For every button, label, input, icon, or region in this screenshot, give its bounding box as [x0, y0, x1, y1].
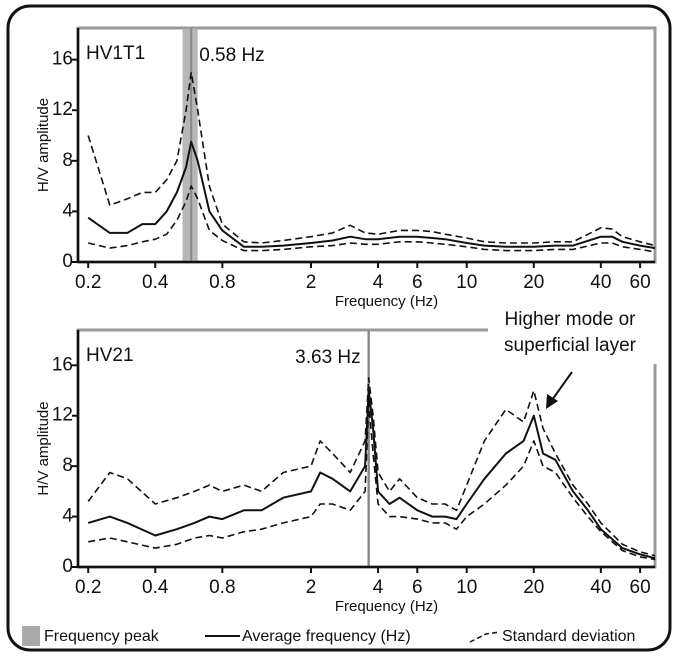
x-tick-label: 2	[306, 272, 317, 293]
x-axis-label: Frequency (Hz)	[335, 293, 438, 310]
x-tick-label: 0.8	[209, 577, 235, 598]
average-line	[87, 140, 656, 250]
frame	[6, 4, 672, 652]
peak-label: 0.58 Hz	[199, 45, 264, 66]
panel-label: HV21	[86, 345, 134, 366]
std-line	[87, 71, 656, 247]
std-line	[88, 185, 656, 253]
x-tick-label: 6	[412, 272, 423, 293]
std-line	[87, 377, 656, 557]
std-line	[88, 402, 656, 561]
x-tick-label: 40	[590, 272, 611, 293]
annotation: Higher mode or	[505, 309, 637, 330]
x-tick-label: 0.8	[209, 272, 235, 293]
annotation-bg	[488, 308, 668, 364]
y-axis-label: H/V amplitude	[35, 401, 52, 495]
x-tick-label: 10	[456, 272, 477, 293]
x-tick-label: 0.2	[75, 577, 101, 598]
annotation: superficial layer	[504, 335, 637, 356]
legend-label: Average frequency (Hz)	[242, 628, 411, 645]
y-tick-label: 8	[62, 455, 73, 476]
y-tick-label: 4	[62, 506, 73, 527]
y-tick-label: 8	[62, 150, 73, 171]
x-tick-label: 20	[523, 577, 544, 598]
x-axis-label: Frequency (Hz)	[335, 598, 438, 615]
peak-label: 3.63 Hz	[295, 347, 360, 368]
average-line	[87, 389, 656, 560]
annotation-arrow	[551, 371, 573, 401]
x-tick-label: 60	[630, 272, 651, 293]
y-tick-label: 4	[62, 200, 73, 221]
x-tick-label: 2	[306, 577, 317, 598]
y-tick-label: 0	[62, 556, 73, 577]
legend-label: Standard deviation	[502, 628, 635, 645]
legend-swatch-peak	[22, 626, 40, 646]
x-tick-label: 4	[373, 272, 384, 293]
plot-frame	[76, 26, 657, 264]
y-tick-label: 16	[52, 49, 73, 70]
legend-swatch-std	[469, 631, 501, 643]
x-tick-label: 20	[523, 272, 544, 293]
x-tick-label: 40	[590, 577, 611, 598]
y-axis-label: H/V amplitude	[35, 98, 52, 192]
x-tick-label: 0.2	[75, 272, 101, 293]
x-tick-label: 4	[373, 577, 384, 598]
panel-label: HV1T1	[86, 43, 145, 64]
annotation-arrowhead	[546, 394, 558, 409]
x-tick-label: 60	[630, 577, 651, 598]
y-tick-label: 12	[52, 405, 73, 426]
x-tick-label: 10	[456, 577, 477, 598]
x-tick-label: 0.4	[142, 577, 169, 598]
y-tick-label: 16	[52, 354, 73, 375]
y-tick-label: 12	[52, 99, 73, 120]
x-tick-label: 0.4	[142, 272, 169, 293]
legend-label: Frequency peak	[44, 628, 160, 645]
x-tick-label: 6	[412, 577, 423, 598]
y-tick-label: 0	[62, 251, 73, 272]
